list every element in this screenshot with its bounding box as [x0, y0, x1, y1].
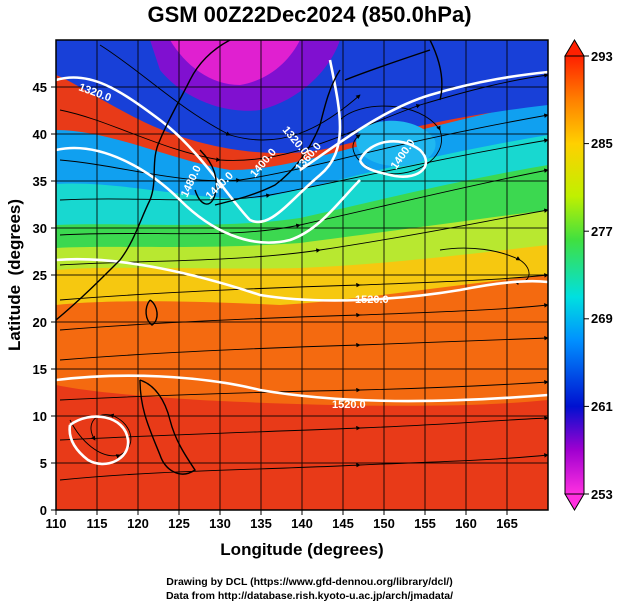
y-tick-label: 10	[33, 409, 47, 424]
colorbar-bar	[564, 55, 585, 495]
x-tick-label: 115	[87, 516, 108, 531]
kamchatka-coast	[429, 40, 443, 101]
colorbar-label: 285	[591, 136, 613, 151]
kuril-coast	[344, 49, 431, 81]
x-tick-labels: 110 115 120 125 130 135 140 145 150 155 …	[46, 516, 518, 531]
contour-line	[56, 59, 342, 224]
x-tick-label: 145	[332, 516, 354, 531]
y-tick-label: 25	[33, 268, 47, 283]
contour-line	[56, 257, 548, 302]
y-axis-label: Latitude (degrees)	[5, 199, 24, 351]
x-tick-label: 135	[250, 516, 272, 531]
axis-ticks	[51, 86, 508, 515]
y-tick-label: 5	[40, 456, 47, 471]
y-tick-label: 20	[33, 315, 47, 330]
plot-area	[56, 40, 548, 510]
y-tick-labels: 0 5 10 15 20 25 30 35 40 45	[33, 80, 47, 518]
y-tick-label: 30	[33, 221, 47, 236]
philippines-coast	[139, 379, 196, 475]
map-title: GSM 00Z22Dec2024 (850.0hPa)	[147, 2, 472, 27]
x-axis-label: Longitude (degrees)	[220, 540, 383, 559]
japan-coast	[214, 69, 341, 206]
contour-line	[56, 374, 548, 403]
china-coast	[56, 40, 231, 321]
y-tick-label: 35	[33, 174, 47, 189]
x-tick-label: 165	[496, 516, 518, 531]
credit-data: Data from http://database.rish.kyoto-u.a…	[165, 590, 454, 602]
x-tick-label: 120	[127, 516, 149, 531]
coastlines	[56, 40, 443, 475]
colorbar-label: 261	[591, 399, 613, 414]
contour-line	[299, 70, 548, 172]
colorbar-label: 269	[591, 311, 613, 326]
geopotential-contours	[56, 59, 548, 466]
colorbar-ticks	[584, 55, 589, 495]
contour-line	[358, 140, 428, 178]
x-tick-label: 130	[209, 516, 231, 531]
colorbar: 293 285 277 269 261 253	[564, 39, 613, 511]
x-tick-label: 140	[291, 516, 313, 531]
credit-drawing: Drawing by DCL (https://www.gfd-dennou.o…	[166, 576, 453, 588]
wind-streamlines	[59, 44, 548, 481]
taiwan-coast	[145, 299, 158, 326]
colorbar-label: 253	[591, 487, 613, 502]
y-tick-label: 40	[33, 127, 47, 142]
x-tick-label: 150	[373, 516, 395, 531]
contour-line	[56, 146, 361, 244]
contour-label: 1520.0	[332, 399, 366, 411]
colorbar-top-arrow	[564, 39, 585, 57]
contour-line	[68, 415, 130, 466]
y-tick-label: 15	[33, 362, 47, 377]
y-tick-label: 0	[40, 503, 47, 518]
colorbar-label: 293	[591, 49, 613, 64]
x-tick-label: 160	[455, 516, 477, 531]
x-tick-label: 155	[414, 516, 436, 531]
x-tick-label: 125	[168, 516, 190, 531]
korea-coast	[194, 149, 217, 205]
colorbar-bottom-arrow	[564, 493, 585, 511]
colorbar-label: 277	[591, 224, 613, 239]
contour-label: 1520.0	[355, 294, 389, 306]
x-tick-label: 110	[46, 516, 67, 531]
y-tick-label: 45	[33, 80, 47, 95]
